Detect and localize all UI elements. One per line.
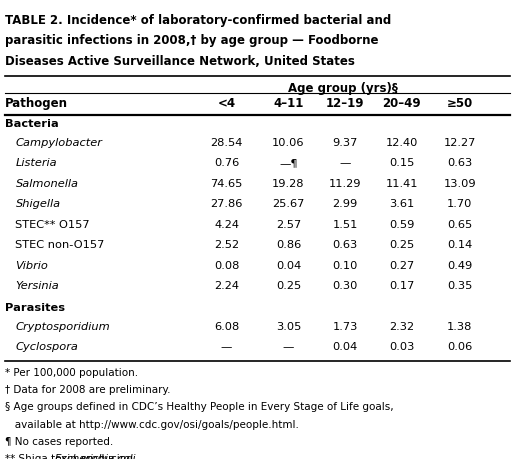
Text: 0.49: 0.49 <box>447 261 473 271</box>
Text: STEC** O157: STEC** O157 <box>15 220 90 230</box>
Text: 0.03: 0.03 <box>389 342 415 353</box>
Text: 9.37: 9.37 <box>332 138 358 148</box>
Text: 0.14: 0.14 <box>447 240 473 250</box>
Text: .: . <box>87 453 90 459</box>
Text: 4.24: 4.24 <box>214 220 239 230</box>
Text: available at http://www.cdc.gov/osi/goals/people.html.: available at http://www.cdc.gov/osi/goal… <box>5 420 299 430</box>
Text: 0.04: 0.04 <box>332 342 358 353</box>
Text: ** Shiga toxin-producing: ** Shiga toxin-producing <box>5 453 136 459</box>
Text: 27.86: 27.86 <box>211 199 243 209</box>
Text: 1.38: 1.38 <box>447 322 473 332</box>
Text: 12.40: 12.40 <box>386 138 418 148</box>
Text: 0.86: 0.86 <box>276 240 301 250</box>
Text: ≥50: ≥50 <box>447 97 473 110</box>
Text: Vibrio: Vibrio <box>15 261 48 271</box>
Text: Age group (yrs)§: Age group (yrs)§ <box>288 82 398 95</box>
Text: Yersinia: Yersinia <box>15 281 59 291</box>
Text: 0.59: 0.59 <box>389 220 415 230</box>
Text: Diseases Active Surveillance Network, United States: Diseases Active Surveillance Network, Un… <box>5 55 355 67</box>
Text: ¶ No cases reported.: ¶ No cases reported. <box>5 437 113 447</box>
Text: 0.04: 0.04 <box>276 261 301 271</box>
Text: 2.52: 2.52 <box>214 240 239 250</box>
Text: Salmonella: Salmonella <box>15 179 78 189</box>
Text: —: — <box>283 342 294 353</box>
Text: 0.25: 0.25 <box>276 281 301 291</box>
Text: 11.29: 11.29 <box>329 179 362 189</box>
Text: 25.67: 25.67 <box>272 199 304 209</box>
Text: TABLE 2. Incidence* of laboratory-confirmed bacterial and: TABLE 2. Incidence* of laboratory-confir… <box>5 14 391 27</box>
Text: Listeria: Listeria <box>15 158 57 168</box>
Text: 0.10: 0.10 <box>332 261 358 271</box>
Text: 1.73: 1.73 <box>332 322 358 332</box>
Text: 0.06: 0.06 <box>447 342 473 353</box>
Text: 0.35: 0.35 <box>447 281 473 291</box>
Text: Cyclospora: Cyclospora <box>15 342 78 353</box>
Text: 74.65: 74.65 <box>211 179 243 189</box>
Text: —: — <box>221 342 232 353</box>
Text: 28.54: 28.54 <box>211 138 243 148</box>
Text: Bacteria: Bacteria <box>5 119 59 129</box>
Text: 0.08: 0.08 <box>214 261 239 271</box>
Text: 6.08: 6.08 <box>214 322 239 332</box>
Text: Campylobacter: Campylobacter <box>15 138 102 148</box>
Text: —¶: —¶ <box>279 158 298 168</box>
Text: 12.27: 12.27 <box>444 138 476 148</box>
Text: 0.63: 0.63 <box>447 158 473 168</box>
Text: 0.30: 0.30 <box>332 281 358 291</box>
Text: 2.57: 2.57 <box>276 220 301 230</box>
Text: 0.15: 0.15 <box>389 158 415 168</box>
Text: 20–49: 20–49 <box>382 97 421 110</box>
Text: Escherichia coli: Escherichia coli <box>55 453 135 459</box>
Text: † Data for 2008 are preliminary.: † Data for 2008 are preliminary. <box>5 386 170 395</box>
Text: 2.99: 2.99 <box>332 199 358 209</box>
Text: 3.05: 3.05 <box>276 322 301 332</box>
Text: parasitic infections in 2008,† by age group — Foodborne: parasitic infections in 2008,† by age gr… <box>5 34 379 47</box>
Text: 0.65: 0.65 <box>447 220 473 230</box>
Text: Pathogen: Pathogen <box>5 97 68 110</box>
Text: 13.09: 13.09 <box>443 179 476 189</box>
Text: Shigella: Shigella <box>15 199 61 209</box>
Text: Parasites: Parasites <box>5 303 65 313</box>
Text: <4: <4 <box>217 97 236 110</box>
Text: 2.24: 2.24 <box>214 281 239 291</box>
Text: 0.17: 0.17 <box>389 281 415 291</box>
Text: 0.25: 0.25 <box>389 240 415 250</box>
Text: 19.28: 19.28 <box>272 179 305 189</box>
Text: 1.70: 1.70 <box>447 199 473 209</box>
Text: 1.51: 1.51 <box>332 220 358 230</box>
Text: 12–19: 12–19 <box>326 97 364 110</box>
Text: STEC non-O157: STEC non-O157 <box>15 240 105 250</box>
Text: 10.06: 10.06 <box>272 138 305 148</box>
Text: Cryptosporidium: Cryptosporidium <box>15 322 110 332</box>
Text: * Per 100,000 population.: * Per 100,000 population. <box>5 368 138 378</box>
Text: § Age groups defined in CDC’s Healthy People in Every Stage of Life goals,: § Age groups defined in CDC’s Healthy Pe… <box>5 403 394 413</box>
Text: 3.61: 3.61 <box>389 199 415 209</box>
Text: 0.63: 0.63 <box>332 240 358 250</box>
Text: 11.41: 11.41 <box>385 179 418 189</box>
Text: —: — <box>339 158 351 168</box>
Text: 0.76: 0.76 <box>214 158 239 168</box>
Text: 4–11: 4–11 <box>273 97 303 110</box>
Text: 0.27: 0.27 <box>389 261 415 271</box>
Text: 2.32: 2.32 <box>389 322 414 332</box>
